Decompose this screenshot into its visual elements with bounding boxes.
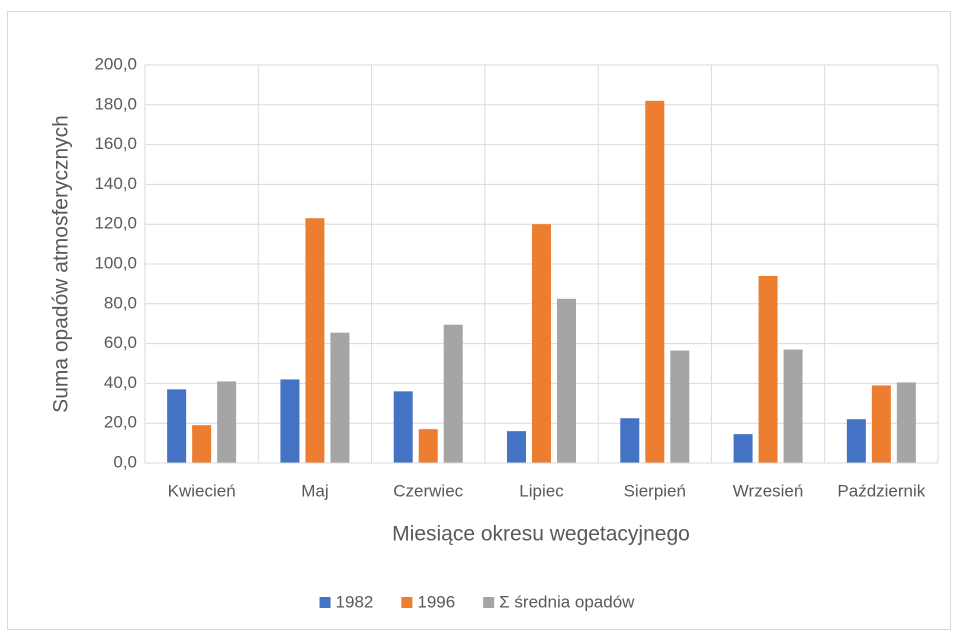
bar <box>645 100 665 463</box>
bar <box>670 350 690 463</box>
legend-swatch <box>401 597 413 608</box>
bar <box>280 379 300 463</box>
bar <box>418 429 438 463</box>
bar <box>871 385 891 463</box>
y-tick-label: 200,0 <box>94 54 137 73</box>
y-tick-label: 20,0 <box>104 413 137 432</box>
bar <box>393 391 413 463</box>
bar <box>443 324 463 463</box>
x-axis-title: Miesiące okresu wegetacyjnego <box>392 523 690 546</box>
bar <box>330 332 350 463</box>
bar <box>733 434 753 463</box>
y-tick-label: 180,0 <box>94 94 137 113</box>
legend-swatch <box>483 597 495 608</box>
bar <box>758 275 778 463</box>
bar <box>620 418 640 463</box>
y-tick-label: 140,0 <box>94 174 137 193</box>
bar <box>305 218 325 463</box>
y-tick-label: 120,0 <box>94 214 137 233</box>
chart-border <box>7 11 951 630</box>
bar <box>557 298 576 463</box>
bar <box>532 224 551 463</box>
y-tick-label: 40,0 <box>104 373 137 392</box>
x-tick-label: Lipiec <box>519 481 564 500</box>
legend-swatch <box>319 597 331 608</box>
y-axis-title: Suma opadów atmosferycznych <box>50 115 73 413</box>
bar <box>507 431 526 463</box>
legend-label: Σ średnia opadów <box>499 592 635 611</box>
y-tick-label: 160,0 <box>94 134 137 153</box>
y-tick-label: 0,0 <box>113 452 137 471</box>
bar <box>167 389 187 463</box>
bar <box>192 425 212 463</box>
bar <box>846 419 866 463</box>
y-tick-label: 60,0 <box>104 333 137 352</box>
x-tick-label: Wrzesień <box>733 481 804 500</box>
y-tick-label: 80,0 <box>104 293 137 312</box>
x-tick-label: Maj <box>301 481 328 500</box>
x-tick-label: Październik <box>837 481 925 500</box>
x-tick-label: Sierpień <box>624 481 686 500</box>
bar <box>783 349 803 463</box>
x-tick-label: Czerwiec <box>393 481 463 500</box>
legend-label: 1996 <box>417 592 455 611</box>
x-tick-label: Kwiecień <box>168 481 236 500</box>
legend-label: 1982 <box>336 592 374 611</box>
bar <box>896 382 916 463</box>
bar <box>217 381 237 463</box>
y-tick-label: 100,0 <box>94 253 137 272</box>
